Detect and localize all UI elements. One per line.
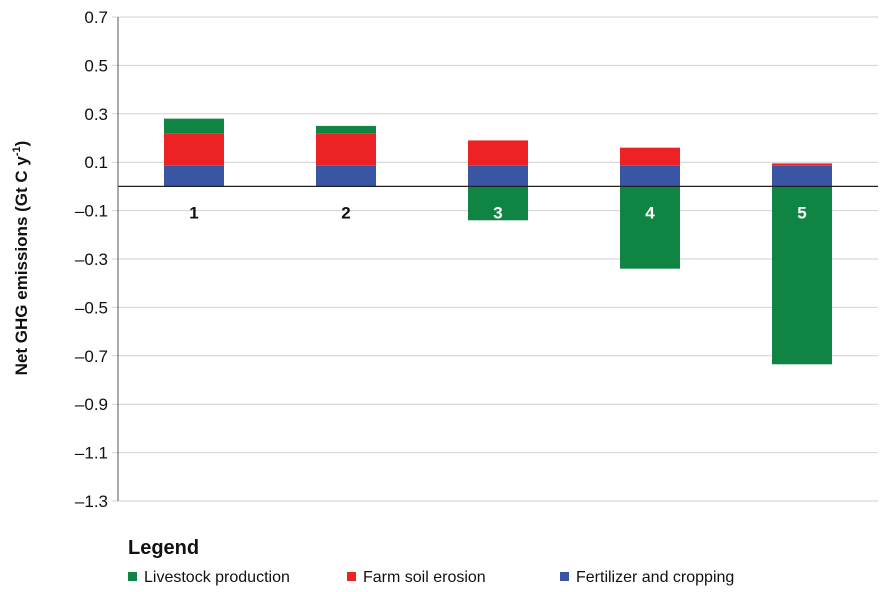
y-axis-label-sup: -1 — [11, 146, 23, 156]
bar-segment — [468, 186, 528, 221]
legend-swatch — [560, 572, 569, 581]
y-tick-labels: 0.7 0.5 0.3 0.1 –0.1 –0.3 –0.5 –0.7 –0.9 –1.1 –1.3 — [75, 8, 108, 511]
y-tick-label: 0.1 — [84, 153, 108, 172]
y-axis-label-main: Net GHG emissions (Gt C y — [12, 156, 31, 376]
y-axis-label-end: ) — [12, 141, 31, 147]
legend-title: Legend — [128, 537, 199, 559]
y-tick-label: –0.9 — [75, 395, 108, 414]
category-label: 4 — [645, 203, 655, 222]
y-tick-label: –1.1 — [75, 444, 108, 463]
y-tick-label: 0.3 — [84, 105, 108, 124]
category-label: 1 — [189, 203, 198, 222]
bar-segment — [316, 133, 376, 166]
bar-segment — [772, 163, 832, 166]
legend-item: Farm soil erosion — [347, 569, 486, 586]
y-tick-label: 0.7 — [84, 8, 108, 27]
legend-label: Farm soil erosion — [363, 569, 486, 586]
legend-swatch — [347, 572, 356, 581]
bars — [164, 118, 832, 365]
bar-segment — [164, 133, 224, 166]
y-tick-label: –0.1 — [75, 202, 108, 221]
bar-segment — [772, 165, 832, 187]
bar-segment — [316, 125, 376, 134]
legend: Livestock production Farm soil erosion Fer… — [128, 569, 734, 586]
y-tick-label: –0.3 — [75, 250, 108, 269]
legend-item: Livestock production — [128, 569, 290, 586]
y-axis-label: Net GHG emissions (Gt C y-1) — [11, 141, 31, 376]
category-label: 2 — [341, 203, 350, 222]
bar-segment — [468, 140, 528, 166]
legend-swatch — [128, 572, 137, 581]
y-tick-label: –0.5 — [75, 298, 108, 317]
bar-segment — [164, 165, 224, 187]
bar-segment — [468, 165, 528, 187]
legend-label: Livestock production — [144, 569, 290, 586]
y-tick-label: –1.3 — [75, 492, 108, 511]
legend-item: Fertilizer and cropping — [560, 569, 734, 586]
legend-label: Fertilizer and cropping — [576, 569, 734, 586]
bar-segment — [620, 186, 680, 269]
bar-segment — [772, 186, 832, 365]
bar-segment — [620, 165, 680, 187]
gridlines — [112, 16, 878, 502]
y-tick-label: –0.7 — [75, 347, 108, 366]
category-label: 3 — [493, 203, 502, 222]
category-labels: 1 2 3 4 5 — [189, 203, 806, 222]
bar-segment — [316, 165, 376, 187]
bar-segment — [164, 118, 224, 134]
bar-segment — [620, 147, 680, 166]
y-tick-label: 0.5 — [84, 56, 108, 75]
category-label: 5 — [797, 203, 806, 222]
